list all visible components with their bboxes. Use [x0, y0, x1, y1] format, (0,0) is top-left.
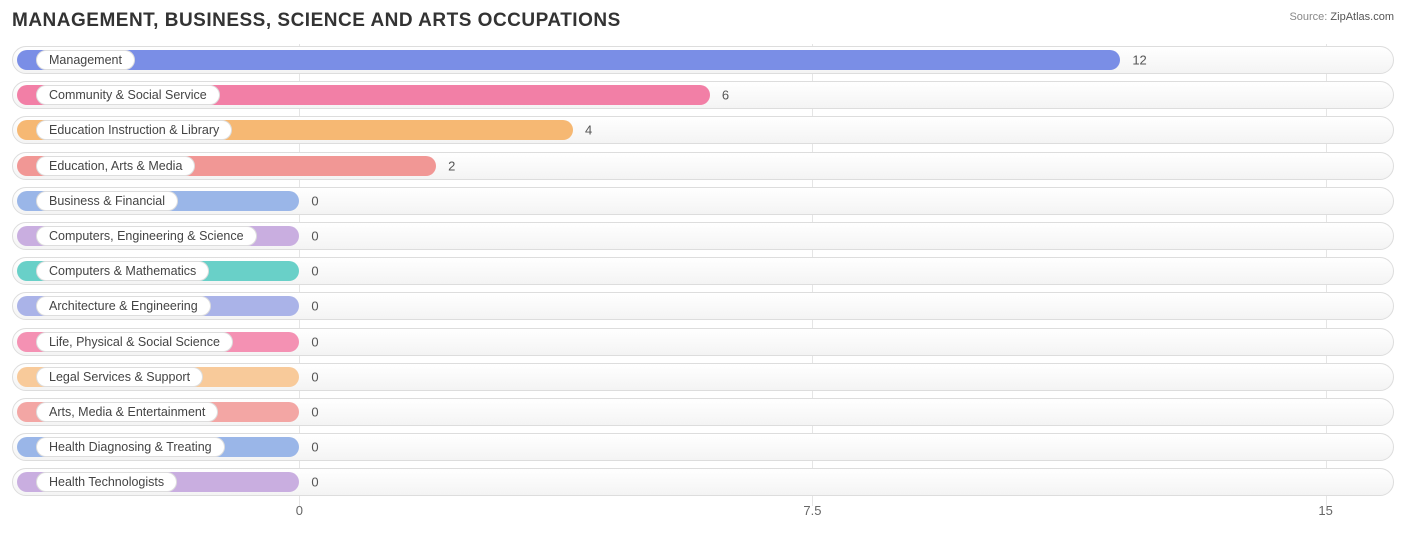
value-label: 0	[311, 193, 318, 208]
bar-row: Computers, Engineering & Science 0	[12, 220, 1394, 252]
source-label: Source:	[1289, 11, 1327, 23]
category-label: Life, Physical & Social Science	[36, 332, 233, 352]
category-label: Business & Financial	[36, 191, 178, 211]
bar-rows: Management 12 Community & Social Service 6 E…	[12, 44, 1394, 498]
category-label: Education Instruction & Library	[36, 120, 232, 140]
axis-tick-label: 15	[1318, 503, 1332, 518]
category-label: Health Technologists	[36, 472, 177, 492]
category-label: Community & Social Service	[36, 85, 220, 105]
bar	[17, 50, 1120, 70]
category-label: Computers & Mathematics	[36, 261, 209, 281]
bar-row: Computers & Mathematics 0	[12, 255, 1394, 287]
bar-row: Business & Financial 0	[12, 185, 1394, 217]
value-label: 4	[585, 123, 592, 138]
category-label: Computers, Engineering & Science	[36, 226, 257, 246]
source-value: ZipAtlas.com	[1330, 11, 1394, 23]
axis-tick-label: 7.5	[803, 503, 821, 518]
chart-title: MANAGEMENT, BUSINESS, SCIENCE AND ARTS O…	[12, 10, 621, 32]
chart-area: Management 12 Community & Social Service 6 E…	[12, 44, 1394, 534]
bar-row: Architecture & Engineering 0	[12, 290, 1394, 322]
bar-row: Community & Social Service 6	[12, 79, 1394, 111]
value-label: 0	[311, 475, 318, 490]
value-label: 0	[311, 334, 318, 349]
value-label: 2	[448, 158, 455, 173]
category-label: Arts, Media & Entertainment	[36, 402, 218, 422]
x-axis: 0 7.5 15	[12, 501, 1394, 523]
value-label: 0	[311, 299, 318, 314]
category-label: Health Diagnosing & Treating	[36, 437, 225, 457]
bar-row: Education Instruction & Library 4	[12, 114, 1394, 146]
value-label: 0	[311, 228, 318, 243]
bar-row: Legal Services & Support 0	[12, 361, 1394, 393]
bar-row: Health Diagnosing & Treating 0	[12, 431, 1394, 463]
value-label: 0	[311, 404, 318, 419]
category-label: Management	[36, 50, 135, 70]
category-label: Architecture & Engineering	[36, 296, 211, 316]
category-label: Education, Arts & Media	[36, 156, 195, 176]
header: MANAGEMENT, BUSINESS, SCIENCE AND ARTS O…	[12, 10, 1394, 32]
bar-row: Life, Physical & Social Science 0	[12, 326, 1394, 358]
bar-row: Education, Arts & Media 2	[12, 150, 1394, 182]
value-label: 6	[722, 88, 729, 103]
bar-row: Arts, Media & Entertainment 0	[12, 396, 1394, 428]
category-label: Legal Services & Support	[36, 367, 203, 387]
source-attribution: Source: ZipAtlas.com	[1289, 10, 1394, 24]
chart-container: MANAGEMENT, BUSINESS, SCIENCE AND ARTS O…	[0, 0, 1406, 558]
bar-row: Management 12	[12, 44, 1394, 76]
bar-row: Health Technologists 0	[12, 466, 1394, 498]
value-label: 0	[311, 264, 318, 279]
value-label: 12	[1132, 53, 1146, 68]
value-label: 0	[311, 440, 318, 455]
value-label: 0	[311, 369, 318, 384]
axis-tick-label: 0	[296, 503, 303, 518]
